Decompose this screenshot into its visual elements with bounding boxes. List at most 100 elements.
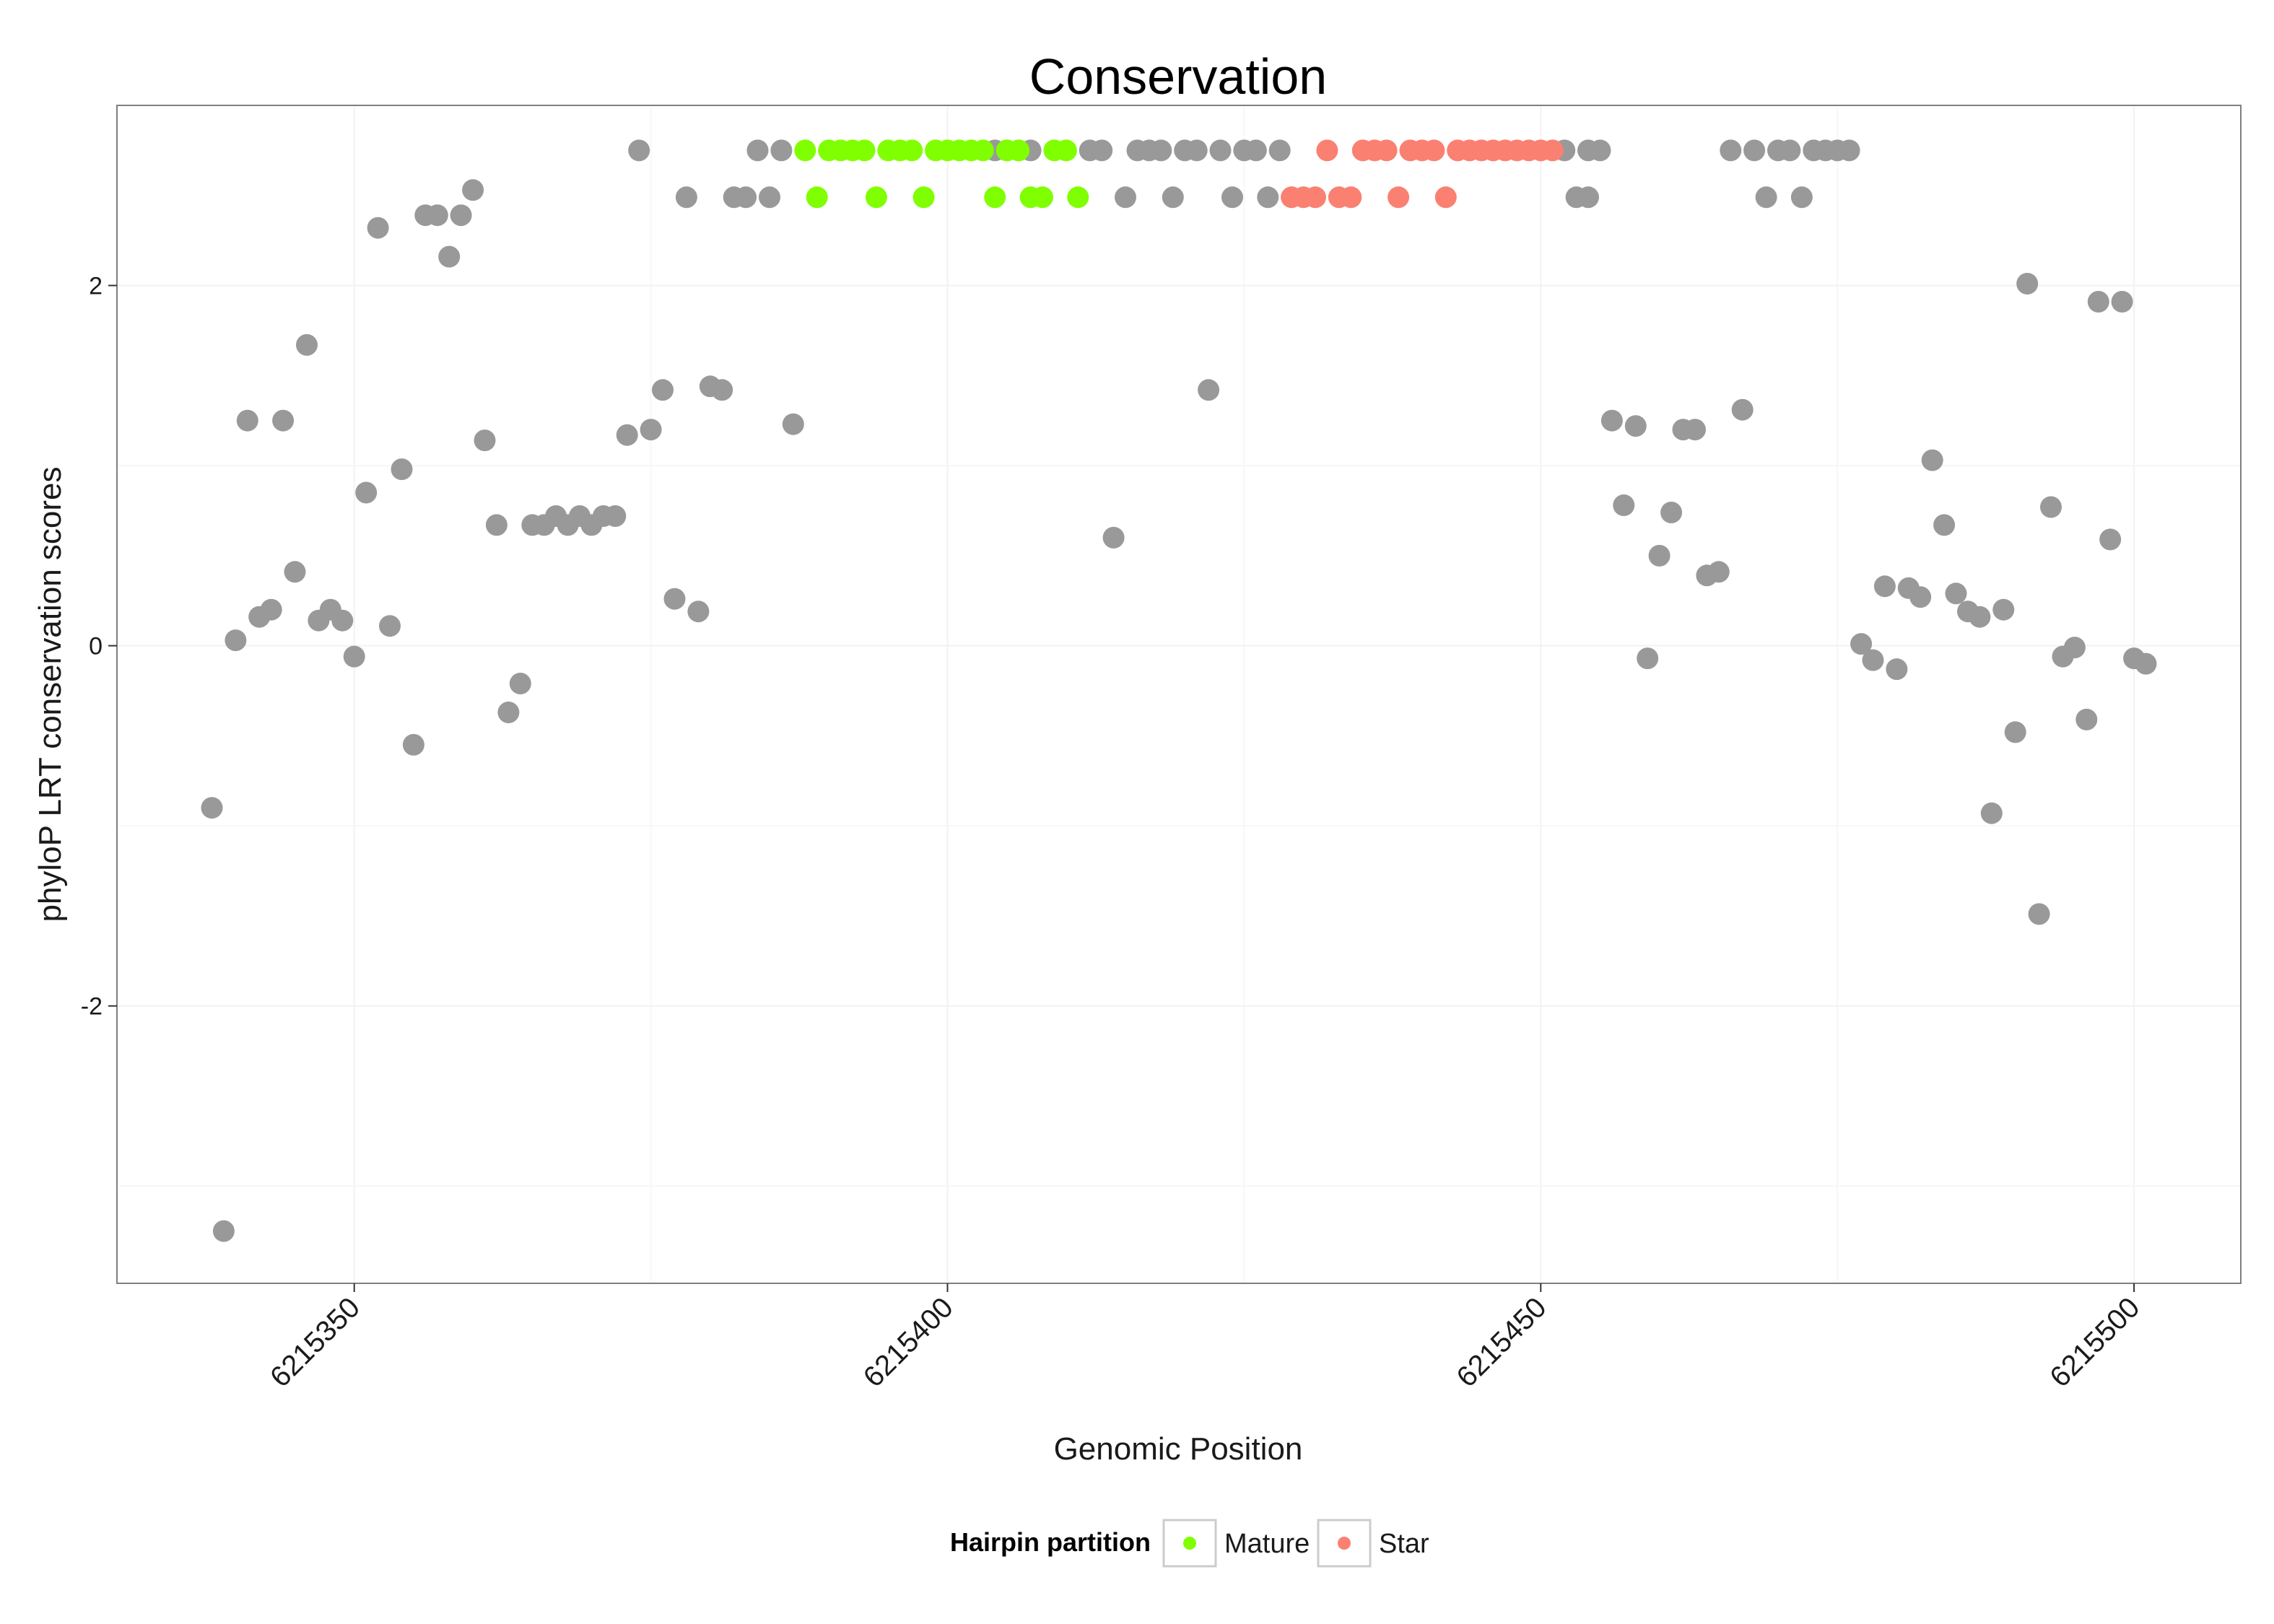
- data-point-other: [355, 481, 378, 504]
- data-point-other: [1992, 598, 2015, 621]
- data-point-other: [782, 413, 804, 435]
- chart-title: Conservation: [1029, 48, 1327, 105]
- data-point-other: [1185, 139, 1208, 162]
- x-axis-title: Genomic Position: [1054, 1431, 1303, 1467]
- data-point-mature: [865, 186, 887, 209]
- data-point-other: [1969, 606, 1991, 628]
- data-point-other: [1613, 494, 1635, 516]
- data-point-other: [1257, 186, 1279, 209]
- data-point-other: [331, 609, 354, 632]
- data-point-other: [1743, 139, 1766, 162]
- data-point-other: [1637, 647, 1659, 670]
- data-point-other: [450, 204, 472, 227]
- data-point-other: [296, 333, 318, 356]
- data-point-other: [1838, 139, 1860, 162]
- data-point-other: [379, 615, 401, 637]
- data-point-other: [2028, 903, 2050, 925]
- data-point-other: [1115, 186, 1136, 209]
- data-point-other: [604, 505, 627, 527]
- x-tick-label: 6215400: [858, 1291, 959, 1393]
- data-point-other: [2087, 291, 2109, 313]
- data-point-other: [1589, 139, 1611, 162]
- data-point-star: [1316, 139, 1338, 162]
- data-point-other: [2004, 721, 2026, 743]
- data-point-other: [1577, 186, 1599, 209]
- data-point-mature: [806, 186, 828, 209]
- axes: -2 0 2 6215350 6215400 6215450 6215500: [81, 273, 2146, 1394]
- data-point-mature: [901, 139, 923, 162]
- data-point-other: [1102, 526, 1125, 549]
- data-point-other: [438, 245, 461, 268]
- data-point-other: [1091, 139, 1113, 162]
- data-point-other: [497, 702, 520, 723]
- x-tick-label: 6215500: [2044, 1291, 2146, 1393]
- data-point-other: [1624, 415, 1647, 437]
- data-point-other: [1221, 186, 1243, 209]
- data-point-mature: [1067, 186, 1089, 209]
- data-point-other: [770, 139, 793, 162]
- data-point-other: [735, 186, 757, 209]
- data-point-mature: [912, 186, 935, 209]
- legend-label-mature: Mature: [1224, 1529, 1310, 1559]
- data-point-other: [1873, 575, 1896, 598]
- data-point-other: [687, 601, 710, 623]
- data-point-star: [1388, 186, 1410, 209]
- data-point-other: [1850, 633, 1873, 655]
- data-point-star: [1434, 186, 1457, 209]
- data-point-other: [426, 204, 448, 227]
- data-point-other: [1790, 186, 1813, 209]
- data-point-other: [1755, 186, 1777, 209]
- data-point-other: [225, 629, 247, 652]
- data-point-mature: [1032, 186, 1053, 209]
- data-point-other: [640, 419, 662, 441]
- data-point-other: [343, 645, 365, 668]
- y-axis-title: phyloP LRT conservation scores: [32, 466, 68, 922]
- data-point-other: [1945, 582, 1967, 605]
- data-point-other: [284, 561, 306, 583]
- data-point-other: [201, 797, 223, 819]
- data-point-other: [402, 733, 424, 756]
- legend-title: Hairpin partition: [950, 1527, 1151, 1557]
- data-point-other: [367, 217, 389, 239]
- data-point-mature: [1055, 139, 1077, 162]
- data-point-other: [746, 139, 769, 162]
- legend-marker-star: [1338, 1537, 1351, 1550]
- data-point-other: [1209, 139, 1232, 162]
- data-point-other: [272, 409, 295, 432]
- data-point-other: [1245, 139, 1267, 162]
- data-point-other: [260, 598, 282, 621]
- data-point-other: [462, 179, 484, 201]
- data-point-other: [1886, 658, 1908, 681]
- data-point-other: [2075, 708, 2098, 730]
- data-point-other: [1684, 419, 1706, 441]
- data-point-other: [2063, 637, 2086, 659]
- legend-label-star: Star: [1379, 1529, 1429, 1559]
- data-point-other: [1779, 139, 1801, 162]
- data-point-other: [1150, 139, 1172, 162]
- data-point-other: [663, 588, 686, 610]
- data-point-mature: [853, 139, 876, 162]
- legend: Hairpin partition Mature Star: [950, 1519, 1429, 1568]
- y-tick-label: -2: [81, 993, 103, 1021]
- data-point-other: [616, 424, 638, 446]
- data-point-star: [1375, 139, 1398, 162]
- data-point-star: [1423, 139, 1445, 162]
- y-tick-label: 2: [89, 273, 103, 300]
- data-point-star: [1304, 186, 1326, 209]
- data-point-other: [1268, 139, 1291, 162]
- data-point-other: [1648, 544, 1670, 567]
- data-point-other: [711, 379, 733, 401]
- data-point-other: [1933, 514, 1956, 536]
- data-point-other: [485, 514, 507, 536]
- data-point-other: [759, 186, 780, 209]
- x-tick-label: 6215350: [264, 1291, 366, 1393]
- data-point-other: [474, 429, 496, 452]
- data-point-other: [1921, 449, 1943, 471]
- plot-panel: [116, 105, 2242, 1284]
- data-point-other: [652, 379, 674, 401]
- data-point-other: [1862, 649, 1884, 671]
- data-points: [201, 139, 2157, 1242]
- data-point-other: [391, 458, 413, 481]
- data-point-other: [1731, 398, 1754, 421]
- data-point-mature: [794, 139, 816, 162]
